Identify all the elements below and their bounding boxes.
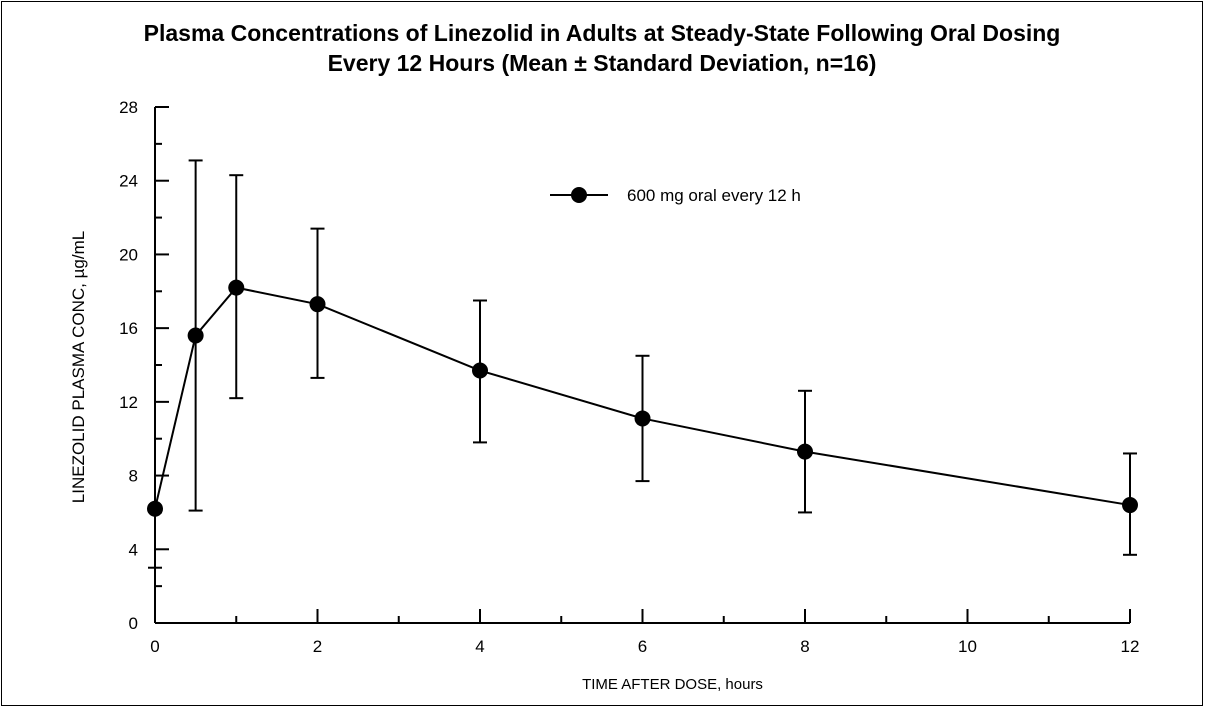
data-point [797,443,813,460]
legend-label: 600 mg oral every 12 h [627,186,801,205]
y-tick-label: 24 [119,172,138,191]
x-tick-label: 10 [958,637,977,656]
data-point [228,279,245,296]
series-0 [147,159,1138,569]
y-tick-label: 28 [119,98,138,117]
y-tick-label: 16 [119,319,138,338]
y-tick-label: 8 [129,467,138,486]
legend-entry: 600 mg oral every 12 h [550,186,801,205]
y-axis-label: LINEZOLID PLASMA CONC, µg/mL [69,231,88,503]
x-tick-label: 0 [150,637,159,656]
x-tick-label: 8 [800,637,809,656]
data-point [472,362,488,379]
legend-marker [571,187,587,203]
y-tick-label: 12 [119,393,138,412]
x-tick-label: 12 [1121,637,1140,656]
x-tick-label: 4 [475,637,484,656]
x-axis-label: TIME AFTER DOSE, hours [582,676,763,693]
x-tick-label: 6 [638,637,647,656]
chart-title-line-2: Every 12 Hours (Mean ± Standard Deviatio… [327,50,877,76]
y-tick-label: 20 [119,245,138,264]
chart-title: Plasma Concentrations of Linezolid in Ad… [2,18,1202,78]
data-point [187,327,204,344]
y-tick-label: 0 [129,614,138,633]
data-point [1122,497,1138,514]
data-point [634,410,651,427]
x-tick-label: 2 [313,637,322,656]
data-point [309,296,326,313]
data-point [147,500,163,517]
series-line [154,286,1131,509]
y-tick-label: 4 [129,540,138,559]
chart-title-line-1: Plasma Concentrations of Linezolid in Ad… [143,20,1061,46]
